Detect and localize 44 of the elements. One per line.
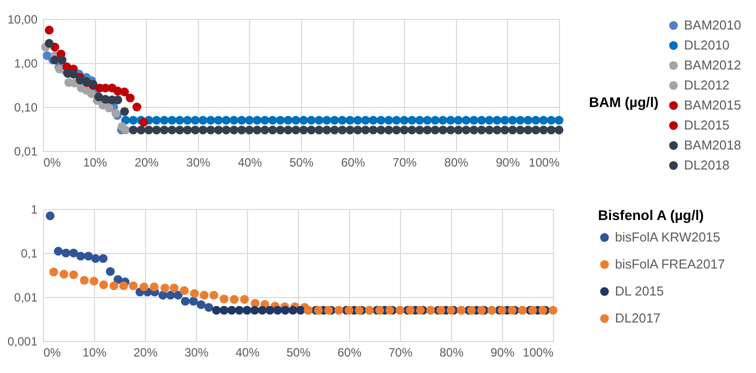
x-tick-label: 60%	[337, 346, 362, 360]
x-tick-label: 50%	[289, 156, 314, 170]
y-tick-label: 1	[30, 202, 38, 216]
legend-label: DL2015	[684, 118, 730, 132]
legend-label: BAM2018	[684, 138, 742, 152]
x-tick-label: 90%	[496, 156, 520, 170]
x-tick-label: 50%	[286, 346, 311, 360]
y-tick-label: 0,10	[14, 100, 38, 114]
legend-label: BAM2010	[684, 18, 742, 32]
x-tick-label: 0%	[44, 346, 62, 360]
x-tick-label: 80%	[444, 156, 469, 170]
x-tick-label: 70%	[392, 156, 418, 170]
legend-label: BAM2012	[684, 58, 742, 72]
x-tick-label: 100%	[528, 156, 560, 170]
y-tick-label: 0,1	[20, 246, 38, 260]
x-tick-label: 70%	[388, 346, 413, 360]
y-tick-label: 10,00	[7, 12, 38, 26]
x-tick-label: 40%	[235, 346, 260, 360]
x-tick-label: 10%	[83, 156, 108, 170]
legend-title: Bisfenol A (µg/l)	[598, 207, 704, 223]
x-tick-label: 100%	[522, 346, 554, 360]
x-tick-label: 30%	[184, 346, 209, 360]
legend-label: DL2010	[684, 38, 730, 52]
x-tick-label: 0%	[44, 156, 62, 170]
x-tick-label: 20%	[134, 156, 160, 170]
x-tick-label: 80%	[439, 346, 464, 360]
x-tick-label: 60%	[341, 156, 366, 170]
legend-label: DL2017	[615, 310, 661, 326]
x-tick-label: 10%	[82, 346, 107, 360]
legend-title: BAM (µg/l)	[589, 94, 658, 110]
legend-label: DL2012	[684, 78, 730, 92]
y-tick-label: 0,001	[7, 334, 38, 348]
legend-label: DL 2015	[615, 284, 664, 298]
x-tick-label: 20%	[133, 346, 158, 360]
legend-label: bisFolA FREA2017	[615, 256, 725, 272]
legend-label: BAM2015	[684, 98, 742, 112]
y-tick-label: 1,00	[14, 56, 38, 70]
y-tick-label: 0,01	[14, 290, 38, 304]
y-tick-label: 0,01	[14, 144, 38, 158]
legend-label: DL2018	[684, 158, 730, 172]
x-tick-label: 40%	[238, 156, 262, 170]
x-tick-label: 30%	[186, 156, 211, 170]
x-tick-label: 90%	[490, 346, 515, 360]
legend-label: bisFolA KRW2015	[615, 230, 720, 244]
